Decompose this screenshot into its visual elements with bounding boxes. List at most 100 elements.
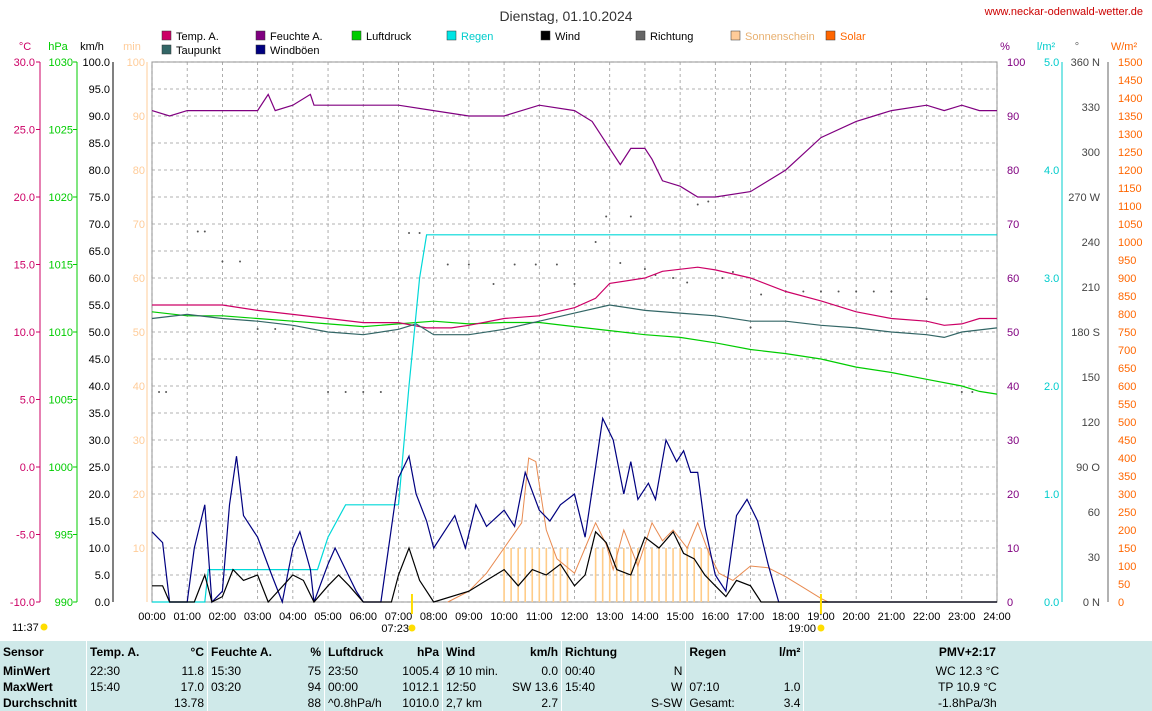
rain-tick-label: 4.0 [1044,165,1059,177]
solar-tick-label: 500 [1118,417,1136,429]
stats-max-dir-time: 15:40 [561,679,649,695]
stats-avg-press: 1010.0 [402,696,439,710]
sunset-sun-icon [817,624,825,632]
solar-line [447,457,829,603]
x-tick-label: 11:00 [526,611,553,623]
current-time-label: 11:37 [12,622,39,634]
stats-max-press: 1012.1 [402,680,439,694]
stats-avg-press-time: ^0.8hPa/h [324,695,391,711]
legend-item-label: Windböen [270,45,320,57]
direction-dot [629,215,632,218]
stats-max-temp-time: 15:40 [86,679,153,695]
stats-min-dir-time: 00:40 [561,663,649,679]
humidity-tick-label: 70 [1007,219,1019,231]
solar-tick-label: 750 [1118,327,1136,339]
legend-swatch [730,30,741,41]
temperature-line [152,266,997,329]
sunset-label: 19:00 [788,623,816,635]
direction-dot [256,328,259,330]
sunshine-tick-label: 60 [133,273,145,285]
stats-header-temp: Temp. A. [86,641,153,663]
stats-avg-rain: 3.4 [783,696,801,710]
sunshine-tick-label: 90 [133,111,145,123]
wind-tick-label: 50.0 [89,327,110,339]
stats-max-press-time: 00:00 [324,679,391,695]
x-tick-label: 09:00 [455,611,483,623]
direction-dot [731,271,734,273]
direction-dot [760,293,763,296]
legend-swatch [825,30,836,41]
stats-avg-dir: S-SW [651,696,683,710]
current-time-sun-icon [40,623,48,631]
x-tick-label: 24:00 [983,611,1011,623]
solar-tick-label: 1500 [1118,57,1142,69]
stats-max-extra: TP 10.9 °C [803,679,1131,695]
stats-max-rain-time: 07:10 [685,679,753,695]
direction-dot [707,200,710,203]
humidity-tick-label: 50 [1007,327,1019,339]
x-tick-label: 20:00 [842,611,870,623]
wind-line [152,530,997,604]
solar-tick-label: 0 [1118,597,1124,609]
sunshine-unit-label: min [123,41,141,53]
x-tick-label: 17:00 [737,611,765,623]
x-tick-label: 13:00 [596,611,624,623]
solar-tick-label: 800 [1118,309,1136,321]
direction-dot [555,263,558,266]
stats-avg-temp: 13.78 [173,696,204,710]
solar-tick-label: 1300 [1118,129,1142,141]
direction-dot [971,391,974,393]
stats-avg-label: Durchschnitt [3,696,78,710]
pressure-tick-label: 1005 [49,395,73,407]
direction-dot [643,268,646,270]
stats-header-sensor: Sensor [3,645,44,659]
direction-dot [362,391,365,393]
wind-tick-label: 95.0 [89,84,110,96]
source-link[interactable]: www.neckar-odenwald-wetter.de [984,6,1143,18]
direction-unit-label: ° [1075,41,1079,53]
direction-dot [605,215,608,218]
legend-item-label: Richtung [650,31,693,43]
stats-header-wind: Wind [442,641,509,663]
stats-max-rain: 1.0 [783,680,801,694]
x-tick-label: 00:00 [138,611,166,623]
legend-swatch [351,30,362,41]
pressure-tick-label: 990 [55,597,73,609]
stats-header-rain-unit: l/m² [779,645,801,659]
stats-header-press-unit: hPa [416,645,439,659]
direction-dot [446,263,449,266]
direction-dot [327,391,330,393]
wind-tick-label: 35.0 [89,408,110,420]
stats-min-temp-time: 22:30 [86,663,153,679]
temp-tick-label: -10.0 [10,597,35,609]
solar-tick-label: 1050 [1118,219,1142,231]
sunshine-tick-label: 50 [133,327,145,339]
solar-tick-label: 1450 [1118,75,1142,87]
solar-tick-label: 200 [1118,525,1136,537]
x-tick-label: 19:00 [807,611,835,623]
direction-dot [594,241,597,243]
weather-chart: Dienstag, 01.10.2024 www.neckar-odenwald… [9,6,1143,635]
humidity-tick-label: 100 [1007,57,1025,69]
direction-dot [872,290,875,293]
direction-tick-label: 150 [1082,372,1100,384]
gusts-line [151,416,997,605]
grid [151,61,998,603]
stats-header-temp-unit: °C [190,645,204,659]
x-tick-label: 05:00 [314,611,342,623]
direction-dot [534,263,537,266]
legend-item-label: Taupunkt [176,45,221,57]
stats-max-temp: 17.0 [180,680,204,694]
legend-item-label: Luftdruck [366,31,412,43]
x-tick-label: 16:00 [702,611,730,623]
direction-dot [274,328,277,330]
wind-tick-label: 70.0 [89,219,110,231]
stats-min-dir: N [673,664,683,678]
rain-tick-label: 2.0 [1044,381,1059,393]
direction-tick-label: 180 S [1071,327,1100,339]
pressure-tick-label: 1015 [49,260,73,272]
wind-unit-label: km/h [80,41,104,53]
sunrise-label: 07:23 [381,623,409,635]
wind-tick-label: 75.0 [89,192,110,204]
pressure-tick-label: 1025 [49,125,73,137]
